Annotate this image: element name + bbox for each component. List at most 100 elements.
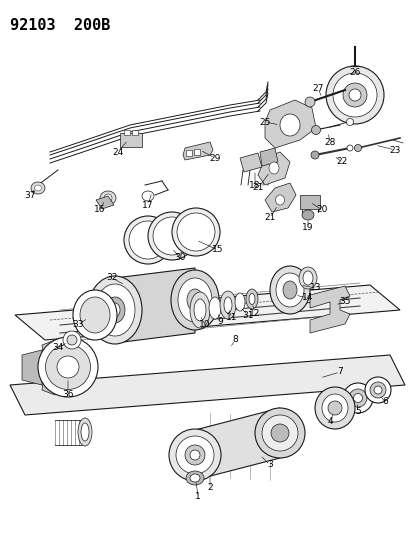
Polygon shape	[42, 340, 58, 365]
Text: 10: 10	[199, 320, 210, 329]
Ellipse shape	[190, 292, 209, 328]
Polygon shape	[15, 285, 399, 340]
Ellipse shape	[110, 303, 120, 317]
Ellipse shape	[301, 210, 313, 220]
Ellipse shape	[67, 335, 77, 345]
Text: 2: 2	[206, 483, 212, 492]
Text: 8: 8	[232, 335, 237, 344]
Text: 17: 17	[142, 200, 153, 209]
Text: 16: 16	[94, 206, 105, 214]
Ellipse shape	[269, 266, 309, 314]
Ellipse shape	[261, 415, 297, 451]
Text: 4: 4	[326, 417, 332, 426]
Text: 37: 37	[24, 190, 36, 199]
Ellipse shape	[346, 145, 352, 151]
Text: 33: 33	[72, 320, 83, 329]
Ellipse shape	[275, 195, 284, 205]
Bar	[299, 195, 319, 209]
Text: 25: 25	[259, 117, 270, 126]
Polygon shape	[264, 100, 315, 148]
Ellipse shape	[346, 118, 353, 125]
Text: 31: 31	[242, 311, 253, 319]
Ellipse shape	[298, 267, 316, 289]
Text: 18: 18	[249, 181, 260, 190]
Ellipse shape	[88, 276, 142, 344]
Text: 13: 13	[309, 284, 321, 293]
Bar	[120, 133, 142, 147]
Polygon shape	[96, 196, 114, 209]
Polygon shape	[10, 355, 404, 415]
Ellipse shape	[304, 97, 314, 107]
Ellipse shape	[187, 289, 202, 311]
Text: 5: 5	[354, 408, 360, 416]
Ellipse shape	[190, 450, 199, 460]
Ellipse shape	[34, 185, 41, 191]
Ellipse shape	[327, 401, 341, 415]
Polygon shape	[183, 142, 212, 160]
Ellipse shape	[332, 73, 376, 117]
Ellipse shape	[73, 290, 117, 340]
Ellipse shape	[235, 293, 244, 311]
Ellipse shape	[171, 208, 219, 256]
Ellipse shape	[275, 273, 303, 307]
Ellipse shape	[63, 331, 81, 349]
Text: 27: 27	[311, 84, 323, 93]
Polygon shape	[22, 350, 42, 385]
Ellipse shape	[178, 278, 211, 322]
Ellipse shape	[129, 221, 166, 259]
Ellipse shape	[245, 289, 257, 309]
Bar	[194, 149, 199, 155]
Ellipse shape	[78, 418, 92, 446]
Ellipse shape	[185, 445, 204, 465]
Ellipse shape	[45, 344, 90, 390]
Ellipse shape	[254, 408, 304, 458]
Text: 3: 3	[266, 461, 272, 470]
Ellipse shape	[248, 294, 254, 304]
Ellipse shape	[147, 212, 195, 260]
Ellipse shape	[342, 83, 366, 107]
Ellipse shape	[142, 191, 154, 201]
Text: 23: 23	[388, 146, 400, 155]
Ellipse shape	[219, 291, 235, 319]
Ellipse shape	[194, 299, 206, 321]
Text: 14: 14	[301, 294, 313, 303]
Ellipse shape	[310, 151, 318, 159]
Polygon shape	[42, 370, 58, 395]
Bar	[124, 130, 130, 135]
Ellipse shape	[364, 377, 390, 403]
Ellipse shape	[31, 182, 45, 194]
Ellipse shape	[348, 389, 366, 407]
Ellipse shape	[81, 423, 89, 441]
Ellipse shape	[302, 271, 312, 285]
Text: 15: 15	[212, 246, 223, 254]
Text: 9: 9	[216, 318, 222, 327]
Ellipse shape	[279, 114, 299, 136]
Ellipse shape	[271, 424, 288, 442]
Polygon shape	[195, 408, 279, 480]
Ellipse shape	[153, 217, 190, 255]
Text: 21: 21	[252, 183, 263, 192]
Text: 1: 1	[195, 492, 200, 502]
Text: 34: 34	[52, 343, 64, 352]
Text: 29: 29	[209, 154, 220, 163]
Ellipse shape	[282, 281, 296, 299]
Ellipse shape	[95, 284, 135, 336]
Ellipse shape	[342, 383, 372, 413]
Text: 6: 6	[381, 398, 387, 407]
Text: 36: 36	[62, 391, 74, 400]
Text: 32: 32	[106, 273, 117, 282]
Text: 12: 12	[249, 309, 260, 318]
Text: 22: 22	[335, 157, 347, 166]
Ellipse shape	[105, 297, 125, 323]
Ellipse shape	[100, 191, 116, 205]
Text: 11: 11	[225, 313, 237, 322]
Text: 28: 28	[323, 138, 335, 147]
Ellipse shape	[38, 337, 98, 397]
Ellipse shape	[325, 66, 383, 124]
Text: 19: 19	[301, 223, 313, 232]
Ellipse shape	[171, 270, 218, 330]
Ellipse shape	[177, 213, 214, 251]
Ellipse shape	[353, 393, 362, 402]
Ellipse shape	[311, 125, 320, 134]
Ellipse shape	[80, 297, 110, 333]
